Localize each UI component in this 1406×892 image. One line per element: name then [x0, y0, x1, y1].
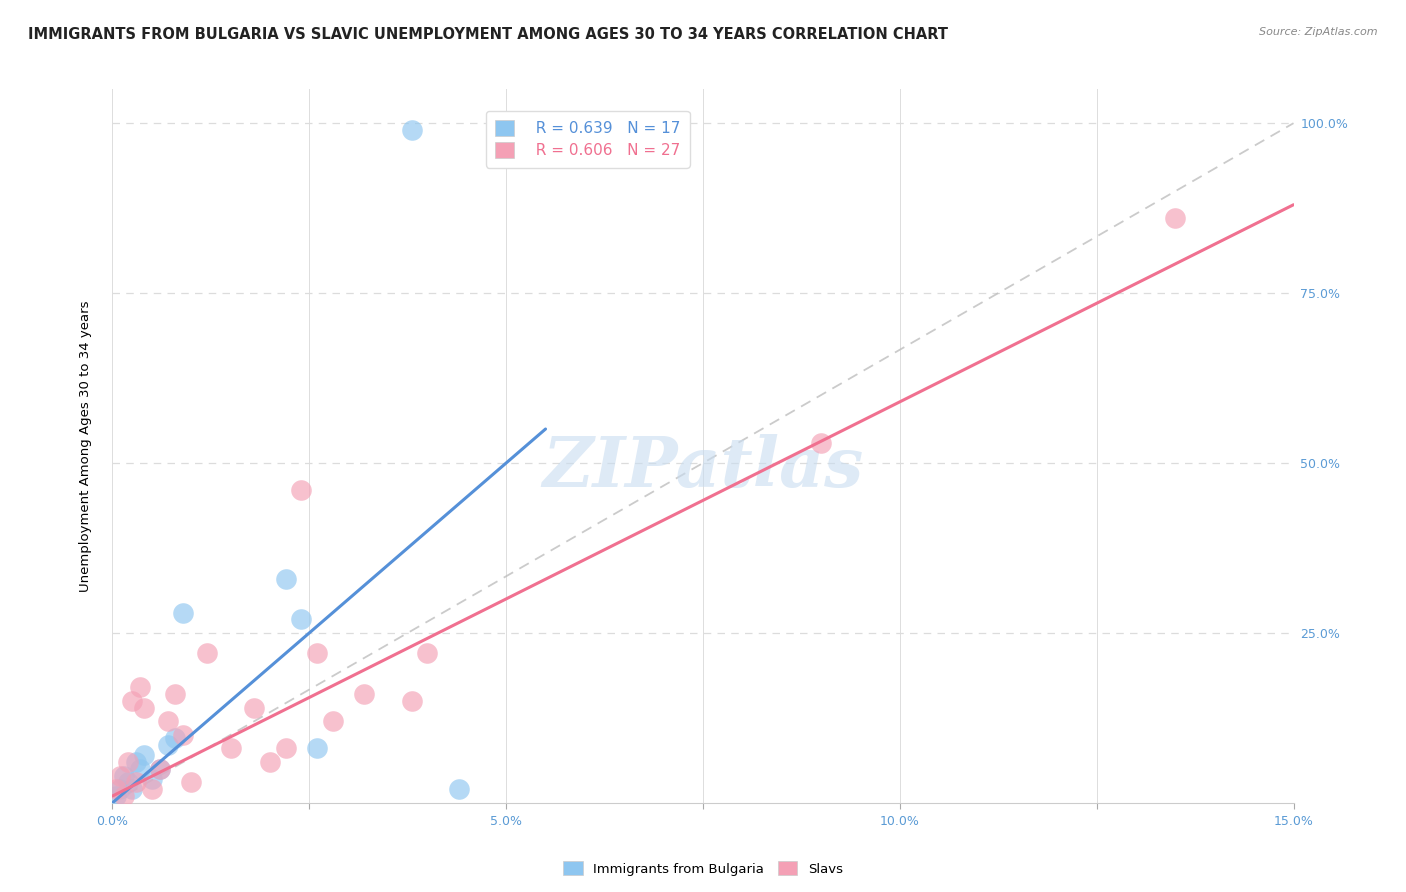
- Point: [274, 741, 297, 756]
- Point: [110, 782, 132, 797]
- Point: [125, 775, 148, 789]
- Text: Source: ZipAtlas.com: Source: ZipAtlas.com: [1260, 27, 1378, 37]
- Point: [141, 772, 163, 786]
- Point: [105, 782, 128, 797]
- Point: [416, 646, 439, 660]
- Point: [180, 775, 202, 789]
- Y-axis label: Unemployment Among Ages 30 to 34 years: Unemployment Among Ages 30 to 34 years: [79, 301, 91, 591]
- Text: ZIPatlas: ZIPatlas: [543, 434, 863, 501]
- Legend:   R = 0.639   N = 17,   R = 0.606   N = 27: R = 0.639 N = 17, R = 0.606 N = 27: [486, 112, 689, 168]
- Point: [307, 646, 329, 660]
- Point: [195, 646, 218, 660]
- Point: [219, 741, 242, 756]
- Point: [112, 769, 135, 783]
- Point: [1164, 211, 1187, 226]
- Point: [274, 572, 297, 586]
- Point: [172, 728, 194, 742]
- Point: [156, 714, 179, 729]
- Point: [810, 435, 832, 450]
- Point: [132, 700, 155, 714]
- Point: [259, 755, 281, 769]
- Point: [141, 782, 163, 797]
- Point: [401, 694, 423, 708]
- Point: [290, 483, 312, 498]
- Point: [353, 687, 375, 701]
- Point: [125, 755, 148, 769]
- Point: [105, 789, 128, 803]
- Point: [121, 782, 143, 797]
- Point: [129, 680, 152, 694]
- Point: [129, 762, 152, 776]
- Point: [165, 731, 187, 746]
- Point: [110, 769, 132, 783]
- Point: [322, 714, 344, 729]
- Point: [156, 738, 179, 752]
- Point: [149, 762, 172, 776]
- Point: [172, 606, 194, 620]
- Text: IMMIGRANTS FROM BULGARIA VS SLAVIC UNEMPLOYMENT AMONG AGES 30 TO 34 YEARS CORREL: IMMIGRANTS FROM BULGARIA VS SLAVIC UNEMP…: [28, 27, 948, 42]
- Point: [112, 789, 135, 803]
- Point: [447, 782, 470, 797]
- Point: [121, 694, 143, 708]
- Point: [243, 700, 266, 714]
- Legend: Immigrants from Bulgaria, Slavs: Immigrants from Bulgaria, Slavs: [558, 856, 848, 881]
- Point: [290, 612, 312, 626]
- Point: [165, 687, 187, 701]
- Point: [401, 123, 423, 137]
- Point: [132, 748, 155, 763]
- Point: [149, 762, 172, 776]
- Point: [307, 741, 329, 756]
- Point: [117, 775, 139, 789]
- Point: [117, 755, 139, 769]
